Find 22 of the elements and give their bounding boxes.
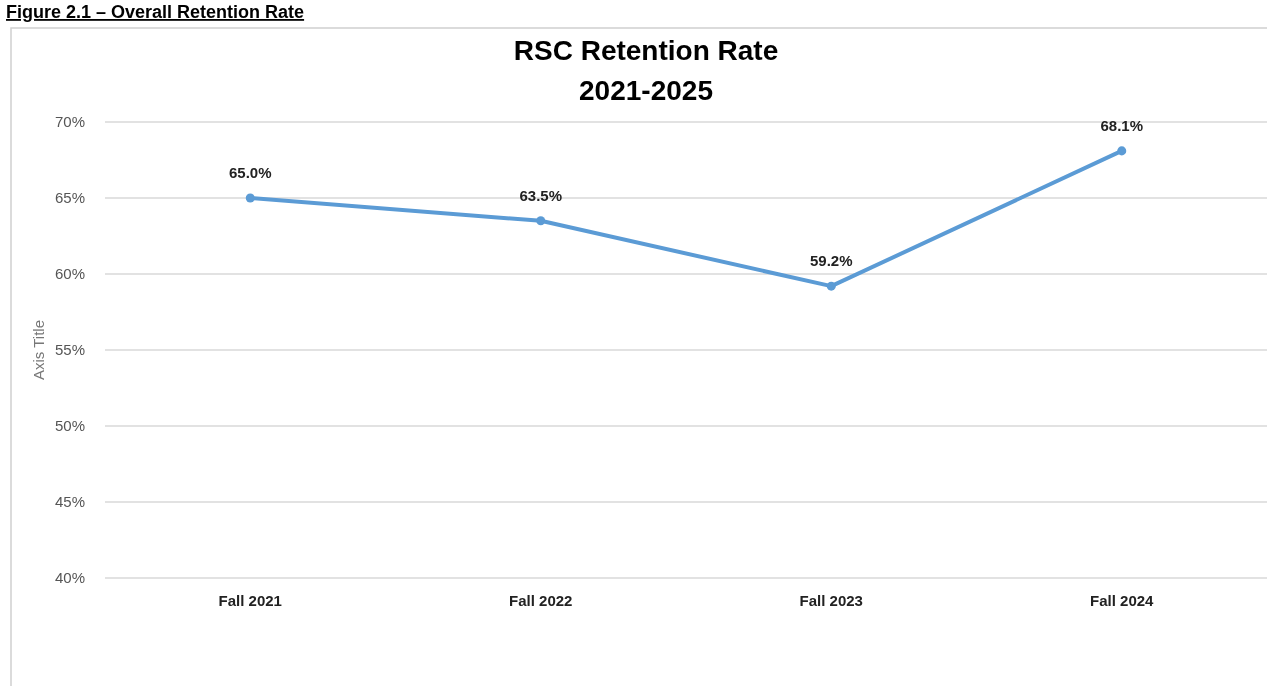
x-tick-label: Fall 2024 [1090, 592, 1155, 609]
x-tick-label: Fall 2022 [509, 592, 573, 609]
point [1117, 146, 1127, 156]
chart-title: RSC Retention Rate 2021-2025 [513, 35, 779, 106]
y-tick-label: 55% [54, 341, 85, 358]
y-tick-label: 60% [54, 265, 85, 282]
x-tick-label: Fall 2023 [799, 592, 863, 609]
y-tick-label: 70% [54, 113, 85, 130]
y-tick-label: 40% [54, 569, 85, 586]
y-tick-label: 50% [54, 417, 85, 434]
point [826, 281, 836, 291]
data-label: 59.2% [809, 252, 853, 270]
y-tick-label: 65% [54, 189, 85, 206]
data-label: 65.0% [228, 164, 272, 181]
point [536, 216, 546, 226]
point [245, 193, 255, 203]
data-label: 68.1% [1100, 116, 1144, 134]
y-tick-label: 45% [54, 493, 85, 510]
caption: Figure 2.1 – Overall Retention Rate [6, 2, 305, 22]
y-axis-title: Axis Title [30, 319, 47, 381]
data-label: 63.5% [519, 186, 563, 204]
x-tick-label: Fall 2021 [218, 592, 282, 609]
